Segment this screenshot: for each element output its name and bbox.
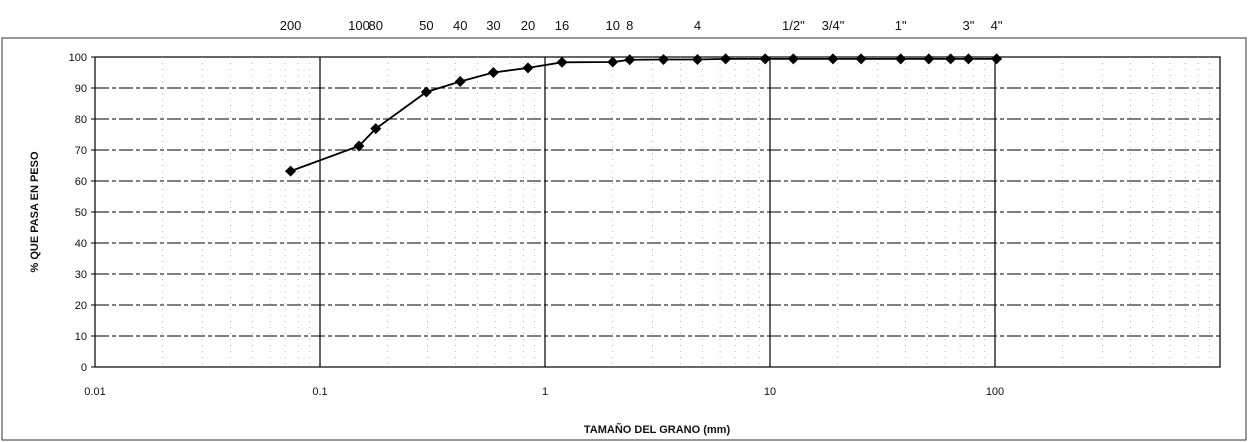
y-tick-label: 0 <box>81 362 87 374</box>
y-tick-label: 60 <box>75 176 87 188</box>
series-layer <box>290 58 997 172</box>
data-point-marker <box>827 53 839 65</box>
x-tick-label: 0.1 <box>312 386 327 398</box>
data-point-marker <box>624 54 636 66</box>
data-point-marker <box>855 53 867 65</box>
sieve-label: 100 <box>348 18 370 33</box>
x-tick-label: 0.01 <box>84 386 105 398</box>
sieve-label: 4" <box>991 18 1003 33</box>
sieve-label: 200 <box>280 18 302 33</box>
data-point-marker <box>787 53 799 65</box>
data-point-marker <box>923 53 935 65</box>
y-tick-label: 30 <box>75 269 87 281</box>
sieve-label: 1" <box>895 18 907 33</box>
data-point-marker <box>353 140 365 152</box>
x-axis-ticks: 0.01 0.1 1 10 100 <box>84 386 1004 398</box>
data-point-marker <box>607 56 619 68</box>
data-point-marker <box>454 75 466 87</box>
grid-layer <box>95 57 1220 367</box>
data-point-marker <box>556 56 568 68</box>
y-axis-ticks: 0 10 20 30 40 50 60 70 80 90 100 <box>69 52 95 374</box>
x-tick-label: 10 <box>764 386 776 398</box>
y-tick-label: 50 <box>75 207 87 219</box>
data-point-marker <box>420 86 432 98</box>
x-tick-label: 100 <box>986 386 1004 398</box>
data-point-marker <box>285 165 297 177</box>
data-point-marker <box>945 53 957 65</box>
y-tick-label: 20 <box>75 300 87 312</box>
data-point-marker <box>370 123 382 135</box>
series-line <box>290 58 997 172</box>
sieve-label: 4 <box>694 18 701 33</box>
data-point-marker <box>720 53 732 65</box>
sieve-label: 10 <box>605 18 619 33</box>
data-point-marker <box>657 53 669 65</box>
data-point-marker <box>691 53 703 65</box>
sieve-label: 8 <box>626 18 633 33</box>
y-axis-title: % QUE PASA EN PESO <box>29 151 41 272</box>
data-point-marker <box>895 53 907 65</box>
sieve-label: 30 <box>486 18 500 33</box>
sieve-label: 1/2" <box>782 18 805 33</box>
sieve-label: 20 <box>521 18 535 33</box>
data-point-marker <box>759 53 771 65</box>
sieve-label: 16 <box>555 18 569 33</box>
frame-layer <box>1 37 1247 441</box>
x-tick-label: 1 <box>542 386 548 398</box>
x-axis-title: TAMAÑO DEL GRANO (mm) <box>584 423 731 436</box>
y-tick-label: 80 <box>75 114 87 126</box>
sieve-label: 50 <box>419 18 433 33</box>
sieve-label: 40 <box>453 18 467 33</box>
marker-layer <box>285 53 1003 177</box>
data-point-marker <box>522 62 534 74</box>
data-point-marker <box>487 67 499 78</box>
y-tick-label: 70 <box>75 145 87 157</box>
y-tick-label: 40 <box>75 238 87 250</box>
y-tick-label: 100 <box>69 52 87 64</box>
sieve-label: 3/4" <box>822 18 845 33</box>
y-tick-label: 10 <box>75 331 87 343</box>
data-point-marker <box>962 53 974 65</box>
y-tick-label: 90 <box>75 83 87 95</box>
sieve-label: 80 <box>369 18 383 33</box>
chart-frame <box>1 37 1247 441</box>
sieve-label: 3" <box>963 18 975 33</box>
data-point-marker <box>991 53 1003 65</box>
